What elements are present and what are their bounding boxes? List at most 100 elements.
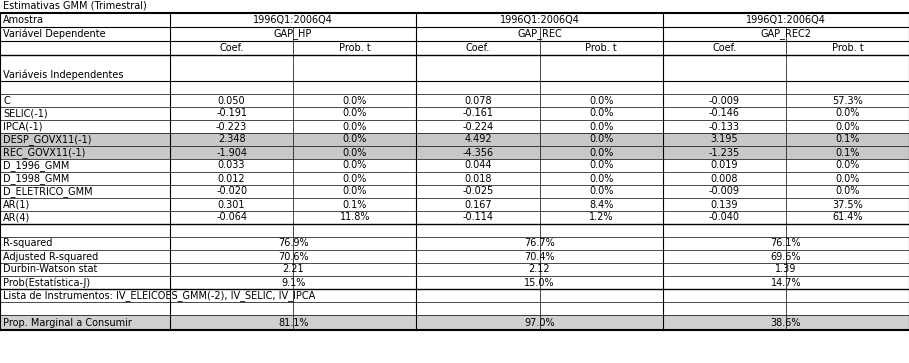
Text: Coef.: Coef.	[465, 43, 490, 53]
Text: -4.356: -4.356	[463, 147, 494, 158]
Text: 0.0%: 0.0%	[835, 109, 860, 118]
Text: D_1996_GMM: D_1996_GMM	[3, 160, 69, 171]
Text: -0.133: -0.133	[709, 122, 740, 131]
Text: 0.008: 0.008	[711, 174, 738, 184]
Text: GAP_HP: GAP_HP	[274, 29, 313, 40]
Text: 0.019: 0.019	[711, 160, 738, 171]
Text: Estimativas GMM (Trimestral): Estimativas GMM (Trimestral)	[3, 1, 146, 11]
Text: 8.4%: 8.4%	[589, 200, 614, 209]
Text: 0.0%: 0.0%	[835, 122, 860, 131]
Text: 38.6%: 38.6%	[771, 318, 801, 327]
Text: 1996Q1:2006Q4: 1996Q1:2006Q4	[254, 15, 333, 25]
Text: 2.21: 2.21	[283, 265, 304, 274]
Text: 1996Q1:2006Q4: 1996Q1:2006Q4	[500, 15, 579, 25]
Text: GAP_REC2: GAP_REC2	[760, 29, 812, 40]
Text: SELIC(-1): SELIC(-1)	[3, 109, 47, 118]
Text: 0.0%: 0.0%	[343, 95, 367, 106]
Text: Coef.: Coef.	[219, 43, 244, 53]
Text: D_1998_GMM: D_1998_GMM	[3, 173, 69, 184]
Text: 0.0%: 0.0%	[343, 160, 367, 171]
Text: 0.0%: 0.0%	[343, 174, 367, 184]
Text: -0.040: -0.040	[709, 212, 740, 223]
Text: 0.0%: 0.0%	[589, 109, 614, 118]
Text: 0.018: 0.018	[464, 174, 492, 184]
Text: 97.0%: 97.0%	[524, 318, 554, 327]
Text: 0.0%: 0.0%	[343, 122, 367, 131]
Text: 57.3%: 57.3%	[832, 95, 863, 106]
Text: -0.064: -0.064	[216, 212, 247, 223]
Text: 0.0%: 0.0%	[589, 135, 614, 144]
Text: -0.161: -0.161	[463, 109, 494, 118]
Text: 9.1%: 9.1%	[281, 277, 305, 287]
Text: 0.1%: 0.1%	[835, 135, 860, 144]
Bar	[0, 133, 909, 146]
Text: 76.1%: 76.1%	[771, 238, 801, 249]
Text: 0.0%: 0.0%	[589, 174, 614, 184]
Text: 37.5%: 37.5%	[832, 200, 863, 209]
Text: 0.1%: 0.1%	[343, 200, 367, 209]
Text: Prop. Marginal a Consumir: Prop. Marginal a Consumir	[3, 318, 132, 327]
Text: 70.6%: 70.6%	[278, 252, 308, 261]
Text: 14.7%: 14.7%	[771, 277, 801, 287]
Text: Variáveis Independentes: Variáveis Independentes	[3, 69, 124, 80]
Text: Variável Dependente: Variável Dependente	[3, 29, 105, 39]
Text: -1.235: -1.235	[709, 147, 740, 158]
Text: 0.044: 0.044	[464, 160, 492, 171]
Text: 11.8%: 11.8%	[339, 212, 370, 223]
Text: 0.0%: 0.0%	[589, 160, 614, 171]
Text: GAP_REC: GAP_REC	[517, 29, 562, 40]
Text: 1996Q1:2006Q4: 1996Q1:2006Q4	[746, 15, 825, 25]
Text: 0.0%: 0.0%	[343, 135, 367, 144]
Text: 0.0%: 0.0%	[589, 187, 614, 196]
Text: Prob. t: Prob. t	[339, 43, 371, 53]
Text: -0.009: -0.009	[709, 187, 740, 196]
Text: -0.223: -0.223	[216, 122, 247, 131]
Text: 0.167: 0.167	[464, 200, 492, 209]
Text: Amostra: Amostra	[3, 15, 44, 25]
Text: 0.301: 0.301	[218, 200, 245, 209]
Text: R-squared: R-squared	[3, 238, 53, 249]
Bar	[0, 315, 909, 330]
Text: Prob. t: Prob. t	[832, 43, 864, 53]
Text: 1.2%: 1.2%	[589, 212, 614, 223]
Text: -0.224: -0.224	[463, 122, 494, 131]
Text: -0.020: -0.020	[216, 187, 247, 196]
Text: 70.4%: 70.4%	[524, 252, 554, 261]
Bar	[0, 146, 909, 159]
Text: 0.033: 0.033	[218, 160, 245, 171]
Text: -0.025: -0.025	[463, 187, 494, 196]
Text: Lista de Instrumentos: IV_ELEICOES_GMM(-2), IV_SELIC, IV_IPCA: Lista de Instrumentos: IV_ELEICOES_GMM(-…	[3, 290, 315, 301]
Text: 0.1%: 0.1%	[835, 147, 860, 158]
Text: 0.0%: 0.0%	[835, 187, 860, 196]
Text: AR(4): AR(4)	[3, 212, 30, 223]
Text: 76.7%: 76.7%	[524, 238, 554, 249]
Text: 69.6%: 69.6%	[771, 252, 801, 261]
Text: 81.1%: 81.1%	[278, 318, 308, 327]
Text: Prob(Estatística-J): Prob(Estatística-J)	[3, 277, 90, 288]
Text: -1.904: -1.904	[216, 147, 247, 158]
Text: 1.39: 1.39	[775, 265, 796, 274]
Text: Durbin-Watson stat: Durbin-Watson stat	[3, 265, 97, 274]
Text: 15.0%: 15.0%	[524, 277, 554, 287]
Text: Coef.: Coef.	[712, 43, 736, 53]
Text: -0.009: -0.009	[709, 95, 740, 106]
Text: 0.078: 0.078	[464, 95, 492, 106]
Text: 0.0%: 0.0%	[343, 109, 367, 118]
Text: 2.348: 2.348	[218, 135, 245, 144]
Text: 61.4%: 61.4%	[832, 212, 863, 223]
Text: 0.0%: 0.0%	[589, 95, 614, 106]
Text: Prob. t: Prob. t	[585, 43, 617, 53]
Text: IPCA(-1): IPCA(-1)	[3, 122, 43, 131]
Text: 0.0%: 0.0%	[343, 187, 367, 196]
Text: DESP_GOVX11(-1): DESP_GOVX11(-1)	[3, 134, 92, 145]
Text: 0.0%: 0.0%	[835, 174, 860, 184]
Text: -0.146: -0.146	[709, 109, 740, 118]
Text: -0.191: -0.191	[216, 109, 247, 118]
Text: C: C	[3, 95, 10, 106]
Text: 0.139: 0.139	[711, 200, 738, 209]
Text: D_ELETRICO_GMM: D_ELETRICO_GMM	[3, 186, 93, 197]
Text: 2.12: 2.12	[529, 265, 550, 274]
Text: 0.012: 0.012	[218, 174, 245, 184]
Text: Adjusted R-squared: Adjusted R-squared	[3, 252, 98, 261]
Text: AR(1): AR(1)	[3, 200, 30, 209]
